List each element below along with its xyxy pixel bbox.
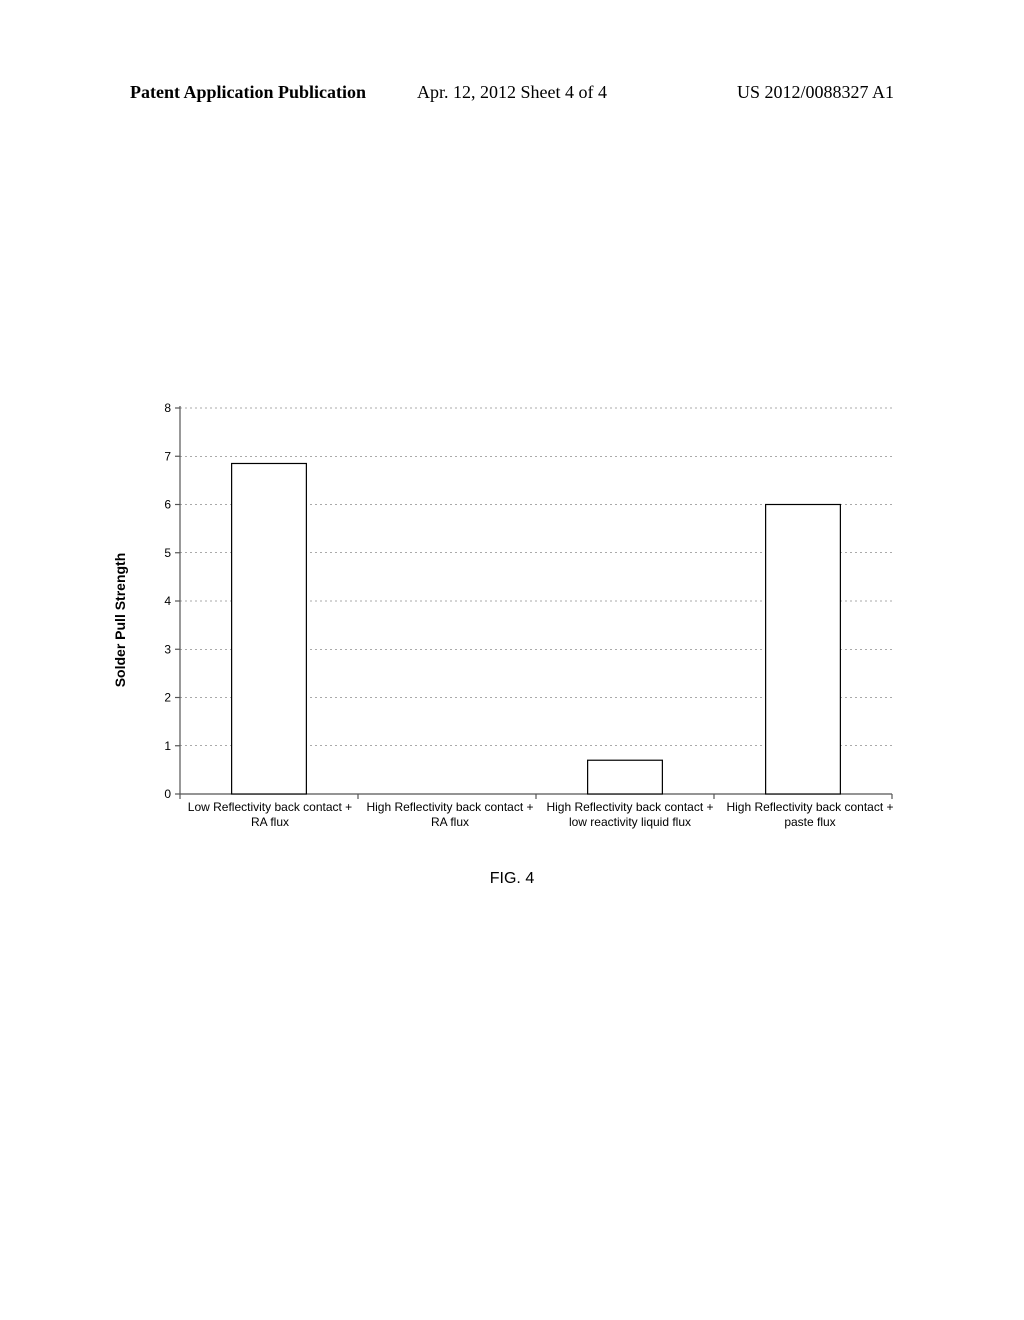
sheet-info: Apr. 12, 2012 Sheet 4 of 4: [417, 82, 607, 103]
svg-text:3: 3: [164, 642, 171, 656]
x-axis-label: Low Reflectivity back contact + RA flux: [180, 800, 360, 830]
pub-type: Patent Application Publication: [130, 82, 366, 103]
svg-text:7: 7: [164, 449, 171, 463]
x-axis-label: High Reflectivity back contact + paste f…: [720, 800, 900, 830]
y-axis-label: Solder Pull Strength: [112, 553, 128, 688]
chart-canvas: 0 1 2 3 4 5 6 7 8: [130, 400, 900, 840]
svg-text:4: 4: [164, 594, 171, 608]
svg-text:5: 5: [164, 546, 171, 560]
svg-text:8: 8: [164, 401, 171, 415]
svg-text:2: 2: [164, 691, 171, 705]
svg-text:6: 6: [164, 498, 171, 512]
figure-caption: FIG. 4: [0, 870, 1024, 888]
x-axis-label: High Reflectivity back contact + RA flux: [360, 800, 540, 830]
x-axis-label: High Reflectivity back contact + low rea…: [540, 800, 720, 830]
x-axis-labels: Low Reflectivity back contact + RA fluxH…: [180, 800, 900, 830]
pub-number: US 2012/0088327 A1: [737, 82, 894, 103]
svg-text:0: 0: [164, 787, 171, 801]
solder-pull-chart: Solder Pull Strength 012345678 Low Refle…: [130, 400, 900, 840]
svg-text:1: 1: [164, 739, 171, 753]
